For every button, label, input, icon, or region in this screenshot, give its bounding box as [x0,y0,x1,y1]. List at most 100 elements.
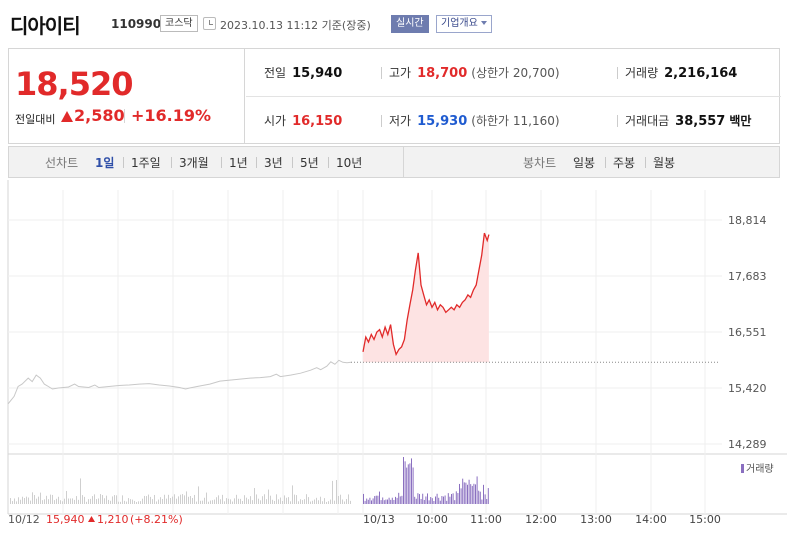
volume-bar [150,496,151,504]
volume-bar [272,499,273,504]
volume-bar [196,501,197,504]
volume-bar [152,499,153,504]
up-triangle-icon [61,111,73,122]
volume-bar [254,488,255,504]
volume-bar [116,495,117,504]
volume-bar [236,494,237,504]
volume-bar [92,496,93,504]
volume-bar [224,501,225,504]
volume-bar [200,500,201,504]
period-1d[interactable]: 1일 [95,156,115,170]
volume-bar [238,498,239,504]
volume-bar [80,478,81,504]
volume-bar [304,499,305,504]
volume-bar [30,500,31,504]
low-value: 15,930 [417,114,468,129]
volume-bar [444,495,446,504]
volume-bar [342,499,343,504]
volume-bar [160,497,161,504]
volume-bar [214,499,215,504]
price-box: 18,520 전일대비 2,580 +16.19% 전일 15,940 고가 18,… [8,48,781,144]
volume-bar [232,501,233,504]
volume-bar [186,491,187,504]
volume-bar [222,494,223,504]
volume-bar [393,499,395,504]
volume-bar [70,498,71,504]
volume-bar [423,499,425,504]
divider [292,157,293,168]
divider [617,115,618,127]
volume-bar [395,496,396,504]
divider [605,157,606,168]
volume-bar [320,496,321,504]
volume-bar [86,501,87,504]
volume-bars [10,457,489,504]
volume-bar [64,498,65,504]
volume-bar [428,500,430,504]
volume-bar [62,501,63,504]
volume-bar [390,499,392,504]
volume-legend-label: 거래량 [746,463,774,475]
volume-bar [120,501,121,504]
x-tick-label: 12:00 [525,513,557,526]
volume-bar [302,500,303,504]
volume-bar [244,495,245,504]
volume-bar [94,494,95,504]
period-3m[interactable]: 3개월 [179,156,209,170]
chart-period-bar: 선차트 1일 1주일 3개월 1년 3년 5년 10년 봉차트 일봉 주봉 월봉 [8,146,780,178]
volume-bar [260,500,261,504]
volume-bar [256,494,257,504]
up-triangle-icon [88,516,95,522]
stock-code: 110990 [111,17,162,31]
volume-bar [398,492,400,504]
candle-monthly[interactable]: 월봉 [653,156,676,170]
volume-bar [420,498,422,504]
volume-bar [328,501,329,504]
volume-bar [210,500,211,504]
prev-day-price-line [7,359,352,405]
volume-bar [300,499,301,504]
candle-daily[interactable]: 일봉 [573,156,596,170]
volume-bar [388,497,390,504]
low-label: 저가 [389,114,412,128]
volume-bar [118,501,119,504]
period-1w[interactable]: 1주일 [131,156,161,170]
prev-day-date: 10/12 [8,513,40,526]
volume-bar [42,500,43,504]
volume-bar [24,498,25,504]
volume-bar [316,497,317,504]
volume-bar [460,488,462,504]
y-axis: 18,814 17,683 16,551 15,420 14,289 [728,214,767,451]
volume-bar [455,491,457,504]
volume-bar [190,495,191,504]
volume-bar [282,501,283,504]
volume-bar [258,498,259,504]
volume-bar [130,499,131,504]
volume-bar [471,485,473,504]
volume-bar [438,497,440,504]
volume-bar [412,467,414,504]
volume-bar [182,494,183,504]
realtime-button[interactable]: 실시간 [391,15,429,33]
volume-bar [332,480,333,504]
period-1y[interactable]: 1년 [229,156,248,170]
volume-bar [375,495,377,504]
volume-bar [340,494,341,504]
candle-weekly[interactable]: 주봉 [613,156,636,170]
volume-bar [481,499,483,504]
volume-bar [66,490,67,504]
period-3y[interactable]: 3년 [264,156,283,170]
volume-bar [176,498,177,504]
company-overview-button[interactable]: 기업개요 [436,15,492,33]
volume-bar [467,484,468,504]
divider [645,157,646,168]
volume-value: 2,216,164 [664,66,738,81]
divider [171,157,172,168]
change-rate: +16.19% [131,106,212,125]
period-5y[interactable]: 5년 [300,156,319,170]
volume-bar [278,499,279,504]
header: 디아이티 110990 코스닥 2023.10.13 11:12 기준(장중) … [0,0,787,48]
high-value: 18,700 [417,66,468,81]
volume-bar [369,497,371,504]
period-10y[interactable]: 10년 [336,156,363,170]
